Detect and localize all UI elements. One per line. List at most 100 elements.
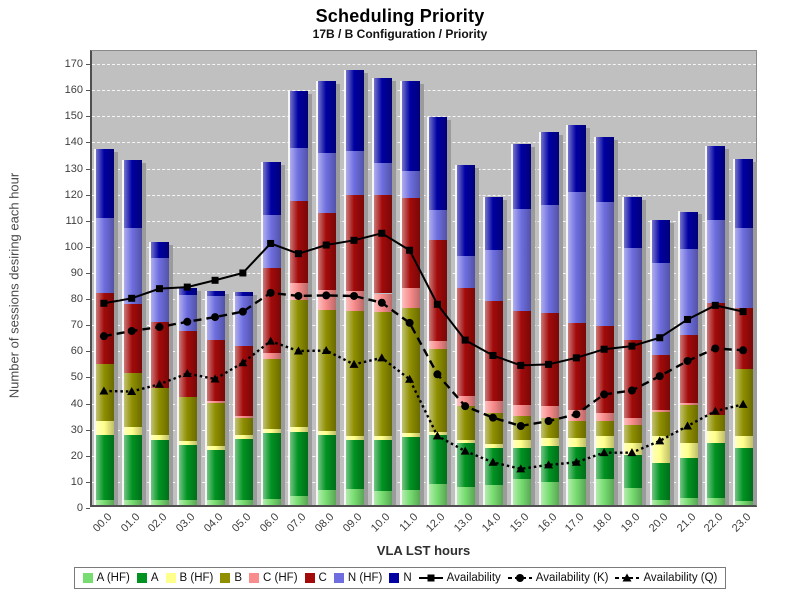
segment-a-hf[interactable] (457, 486, 476, 505)
segment-b-hf[interactable] (707, 431, 726, 444)
bar-08.0[interactable] (316, 80, 341, 505)
segment-b[interactable] (596, 421, 615, 437)
segment-c-hf[interactable] (457, 396, 476, 407)
segment-n[interactable] (373, 78, 392, 163)
bar-09.0[interactable] (344, 70, 369, 505)
segment-a-hf[interactable] (123, 499, 142, 505)
bar-07.0[interactable] (288, 90, 313, 505)
segment-c[interactable] (234, 345, 253, 417)
segment-a[interactable] (707, 443, 726, 498)
segment-n[interactable] (623, 196, 642, 249)
segment-a[interactable] (95, 434, 114, 500)
segment-c[interactable] (262, 268, 281, 353)
bar-04.0[interactable] (205, 290, 230, 505)
segment-n-hf[interactable] (290, 148, 309, 201)
segment-n[interactable] (262, 161, 281, 216)
segment-a-hf[interactable] (373, 490, 392, 505)
segment-c[interactable] (373, 194, 392, 294)
segment-a-hf[interactable] (484, 484, 503, 505)
segment-a-hf[interactable] (568, 478, 587, 505)
segment-n[interactable] (735, 158, 754, 229)
segment-n-hf[interactable] (512, 208, 531, 312)
segment-c-hf[interactable] (623, 418, 642, 425)
segment-c[interactable] (123, 303, 142, 374)
bar-19.0[interactable] (621, 196, 646, 505)
segment-c[interactable] (429, 239, 448, 342)
segment-n[interactable] (651, 220, 670, 264)
segment-b-hf[interactable] (568, 438, 587, 448)
segment-c[interactable] (484, 301, 503, 402)
segment-c[interactable] (568, 323, 587, 410)
segment-a[interactable] (679, 458, 698, 498)
segment-c-hf[interactable] (512, 404, 531, 417)
segment-n-hf[interactable] (318, 152, 337, 214)
segment-b[interactable] (123, 373, 142, 427)
bar-20.0[interactable] (649, 220, 674, 505)
bar-21.0[interactable] (677, 211, 702, 505)
segment-c[interactable] (679, 334, 698, 404)
segment-b[interactable] (540, 418, 559, 439)
segment-n-hf[interactable] (457, 256, 476, 288)
segment-n-hf[interactable] (735, 228, 754, 309)
segment-n[interactable] (401, 80, 420, 171)
segment-c[interactable] (707, 303, 726, 415)
segment-b[interactable] (457, 406, 476, 440)
segment-b-hf[interactable] (262, 429, 281, 433)
segment-n[interactable] (457, 164, 476, 257)
segment-a[interactable] (290, 431, 309, 497)
segment-c[interactable] (735, 308, 754, 370)
segment-a-hf[interactable] (234, 499, 253, 505)
segment-a[interactable] (429, 434, 448, 485)
segment-b-hf[interactable] (623, 443, 642, 455)
segment-b-hf[interactable] (179, 441, 198, 445)
segment-n[interactable] (707, 146, 726, 220)
segment-a-hf[interactable] (318, 489, 337, 505)
segment-b[interactable] (346, 311, 365, 436)
segment-c-hf[interactable] (540, 406, 559, 419)
segment-a[interactable] (484, 448, 503, 485)
segment-b-hf[interactable] (457, 439, 476, 444)
segment-a-hf[interactable] (596, 478, 615, 505)
segment-b[interactable] (623, 424, 642, 444)
segment-n[interactable] (429, 117, 448, 210)
segment-n-hf[interactable] (623, 248, 642, 340)
bar-17.0[interactable] (566, 125, 591, 505)
segment-c-hf[interactable] (429, 341, 448, 349)
segment-c-hf[interactable] (679, 403, 698, 405)
segment-n-hf[interactable] (373, 162, 392, 195)
segment-b-hf[interactable] (540, 438, 559, 447)
segment-n[interactable] (318, 80, 337, 153)
segment-c-hf[interactable] (651, 409, 670, 413)
segment-a[interactable] (318, 434, 337, 490)
segment-n[interactable] (484, 197, 503, 250)
segment-c-hf[interactable] (596, 413, 615, 422)
segment-c[interactable] (151, 322, 170, 388)
segment-b[interactable] (651, 412, 670, 437)
segment-a[interactable] (401, 437, 420, 490)
segment-n-hf[interactable] (540, 205, 559, 314)
segment-n[interactable] (679, 211, 698, 249)
segment-n-hf[interactable] (95, 217, 114, 294)
segment-a-hf[interactable] (512, 478, 531, 505)
segment-b[interactable] (568, 421, 587, 439)
segment-b[interactable] (429, 348, 448, 432)
segment-n[interactable] (346, 70, 365, 152)
segment-n[interactable] (234, 292, 253, 297)
segment-a[interactable] (373, 439, 392, 491)
segment-n-hf[interactable] (568, 192, 587, 323)
segment-b[interactable] (179, 396, 198, 442)
segment-c-hf[interactable] (484, 401, 503, 414)
segment-n[interactable] (290, 90, 309, 149)
segment-n-hf[interactable] (346, 151, 365, 195)
segment-b-hf[interactable] (151, 434, 170, 440)
segment-a[interactable] (234, 438, 253, 500)
segment-a-hf[interactable] (735, 501, 754, 505)
segment-c[interactable] (207, 340, 226, 401)
segment-b-hf[interactable] (207, 446, 226, 451)
segment-a-hf[interactable] (623, 488, 642, 505)
segment-c-hf[interactable] (234, 416, 253, 419)
segment-b-hf[interactable] (318, 430, 337, 435)
segment-b-hf[interactable] (123, 426, 142, 435)
segment-n[interactable] (540, 132, 559, 206)
segment-b-hf[interactable] (346, 435, 365, 440)
